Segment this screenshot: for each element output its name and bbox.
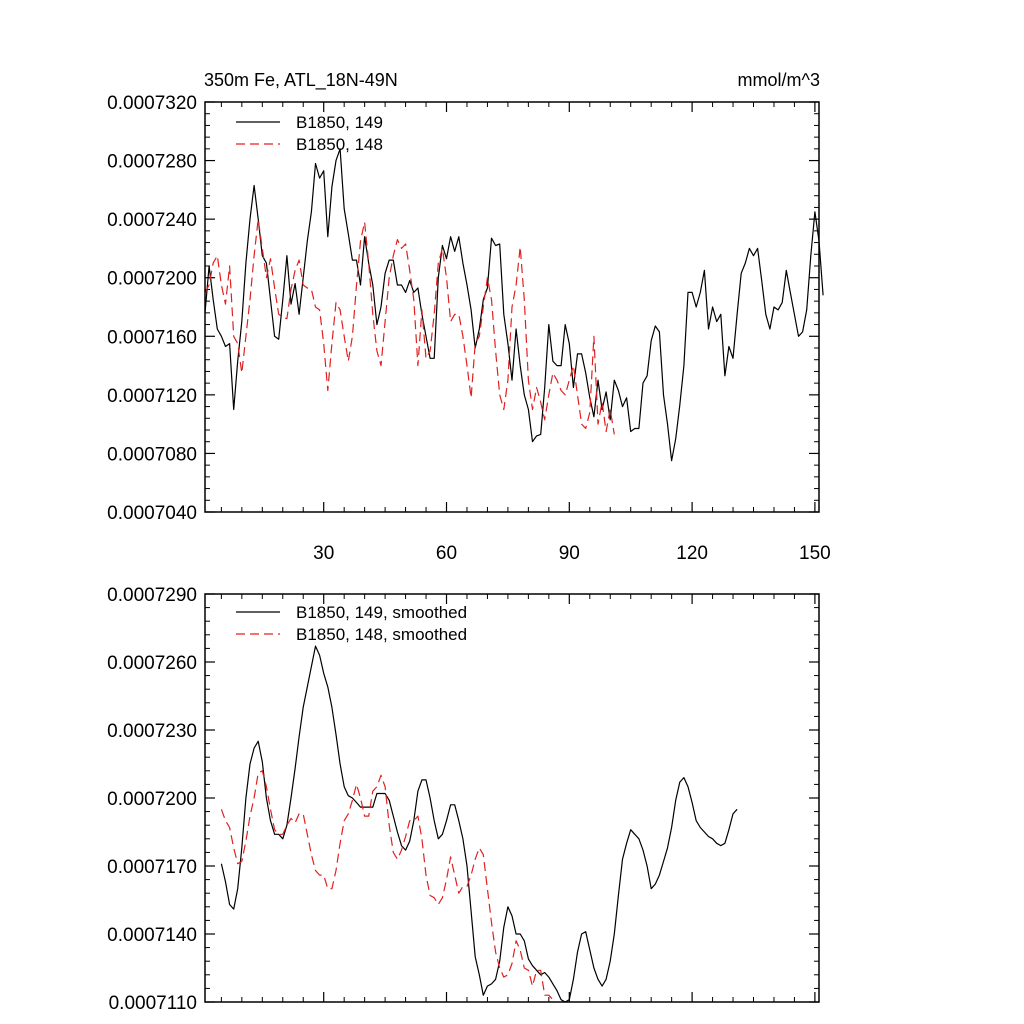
top-panel-axes: 0.0007040 0.0007080 0.0007120 0.0007160 0.00… (107, 93, 831, 564)
bottom-series-line-148 (220, 770, 554, 1001)
top-xtick-label: 60 (436, 543, 457, 564)
top-ytick-label: 0.0007040 (107, 503, 197, 524)
top-panel-legend: B1850, 149 B1850, 148 (236, 113, 383, 154)
bottom-ytick-label: 0.0007260 (107, 653, 197, 674)
bottom-panel: 0.0007110 0.0007140 0.0007170 0.0007200 0.00… (107, 585, 820, 1014)
top-ytick-label: 0.0007120 (107, 386, 197, 407)
bottom-series-line-149 (220, 645, 738, 1003)
bottom-ytick-label: 0.0007290 (107, 585, 197, 606)
bottom-ytick-label: 0.0007140 (107, 925, 197, 946)
top-xtick-label: 30 (313, 543, 334, 564)
bottom-ytick-label: 0.0007170 (107, 857, 197, 878)
bottom-ytick-label: 0.0007110 (109, 993, 197, 1014)
top-legend-label-148: B1850, 148 (296, 135, 383, 154)
top-ytick-label: 0.0007280 (107, 152, 197, 173)
bottom-ytick-label: 0.0007200 (107, 789, 197, 810)
bottom-ytick-label: 0.0007230 (107, 721, 197, 742)
bottom-panel-frame (204, 593, 820, 1003)
top-legend-label-149: B1850, 149 (296, 113, 383, 132)
top-ytick-label: 0.0007320 (107, 93, 197, 114)
top-panel-units: mmol/m^3 (738, 70, 820, 90)
top-xtick-label: 150 (799, 543, 831, 564)
top-xtick-label: 90 (559, 543, 580, 564)
top-panel-title: 350m Fe, ATL_18N-49N (204, 70, 398, 91)
top-series-line-149 (204, 148, 824, 462)
bottom-panel-series (220, 645, 738, 1003)
top-panel-frame (204, 101, 820, 513)
top-ytick-label: 0.0007160 (107, 327, 197, 348)
bottom-panel-legend: B1850, 149, smoothed B1850, 148, smoothe… (236, 603, 467, 644)
top-ytick-label: 0.0007240 (107, 210, 197, 231)
bottom-panel-axes: 0.0007110 0.0007140 0.0007170 0.0007200 0.00… (107, 585, 819, 1014)
bottom-legend-label-148: B1850, 148, smoothed (296, 625, 467, 644)
top-series-line-148 (204, 218, 615, 435)
top-panel-series (204, 148, 824, 462)
top-ytick-label: 0.0007080 (107, 444, 197, 465)
bottom-legend-label-149: B1850, 149, smoothed (296, 603, 467, 622)
top-panel: 350m Fe, ATL_18N-49N mmol/m^3 0.00070400… (107, 70, 831, 564)
top-xtick-label: 120 (676, 543, 708, 564)
top-ytick-label: 0.0007200 (107, 269, 197, 290)
